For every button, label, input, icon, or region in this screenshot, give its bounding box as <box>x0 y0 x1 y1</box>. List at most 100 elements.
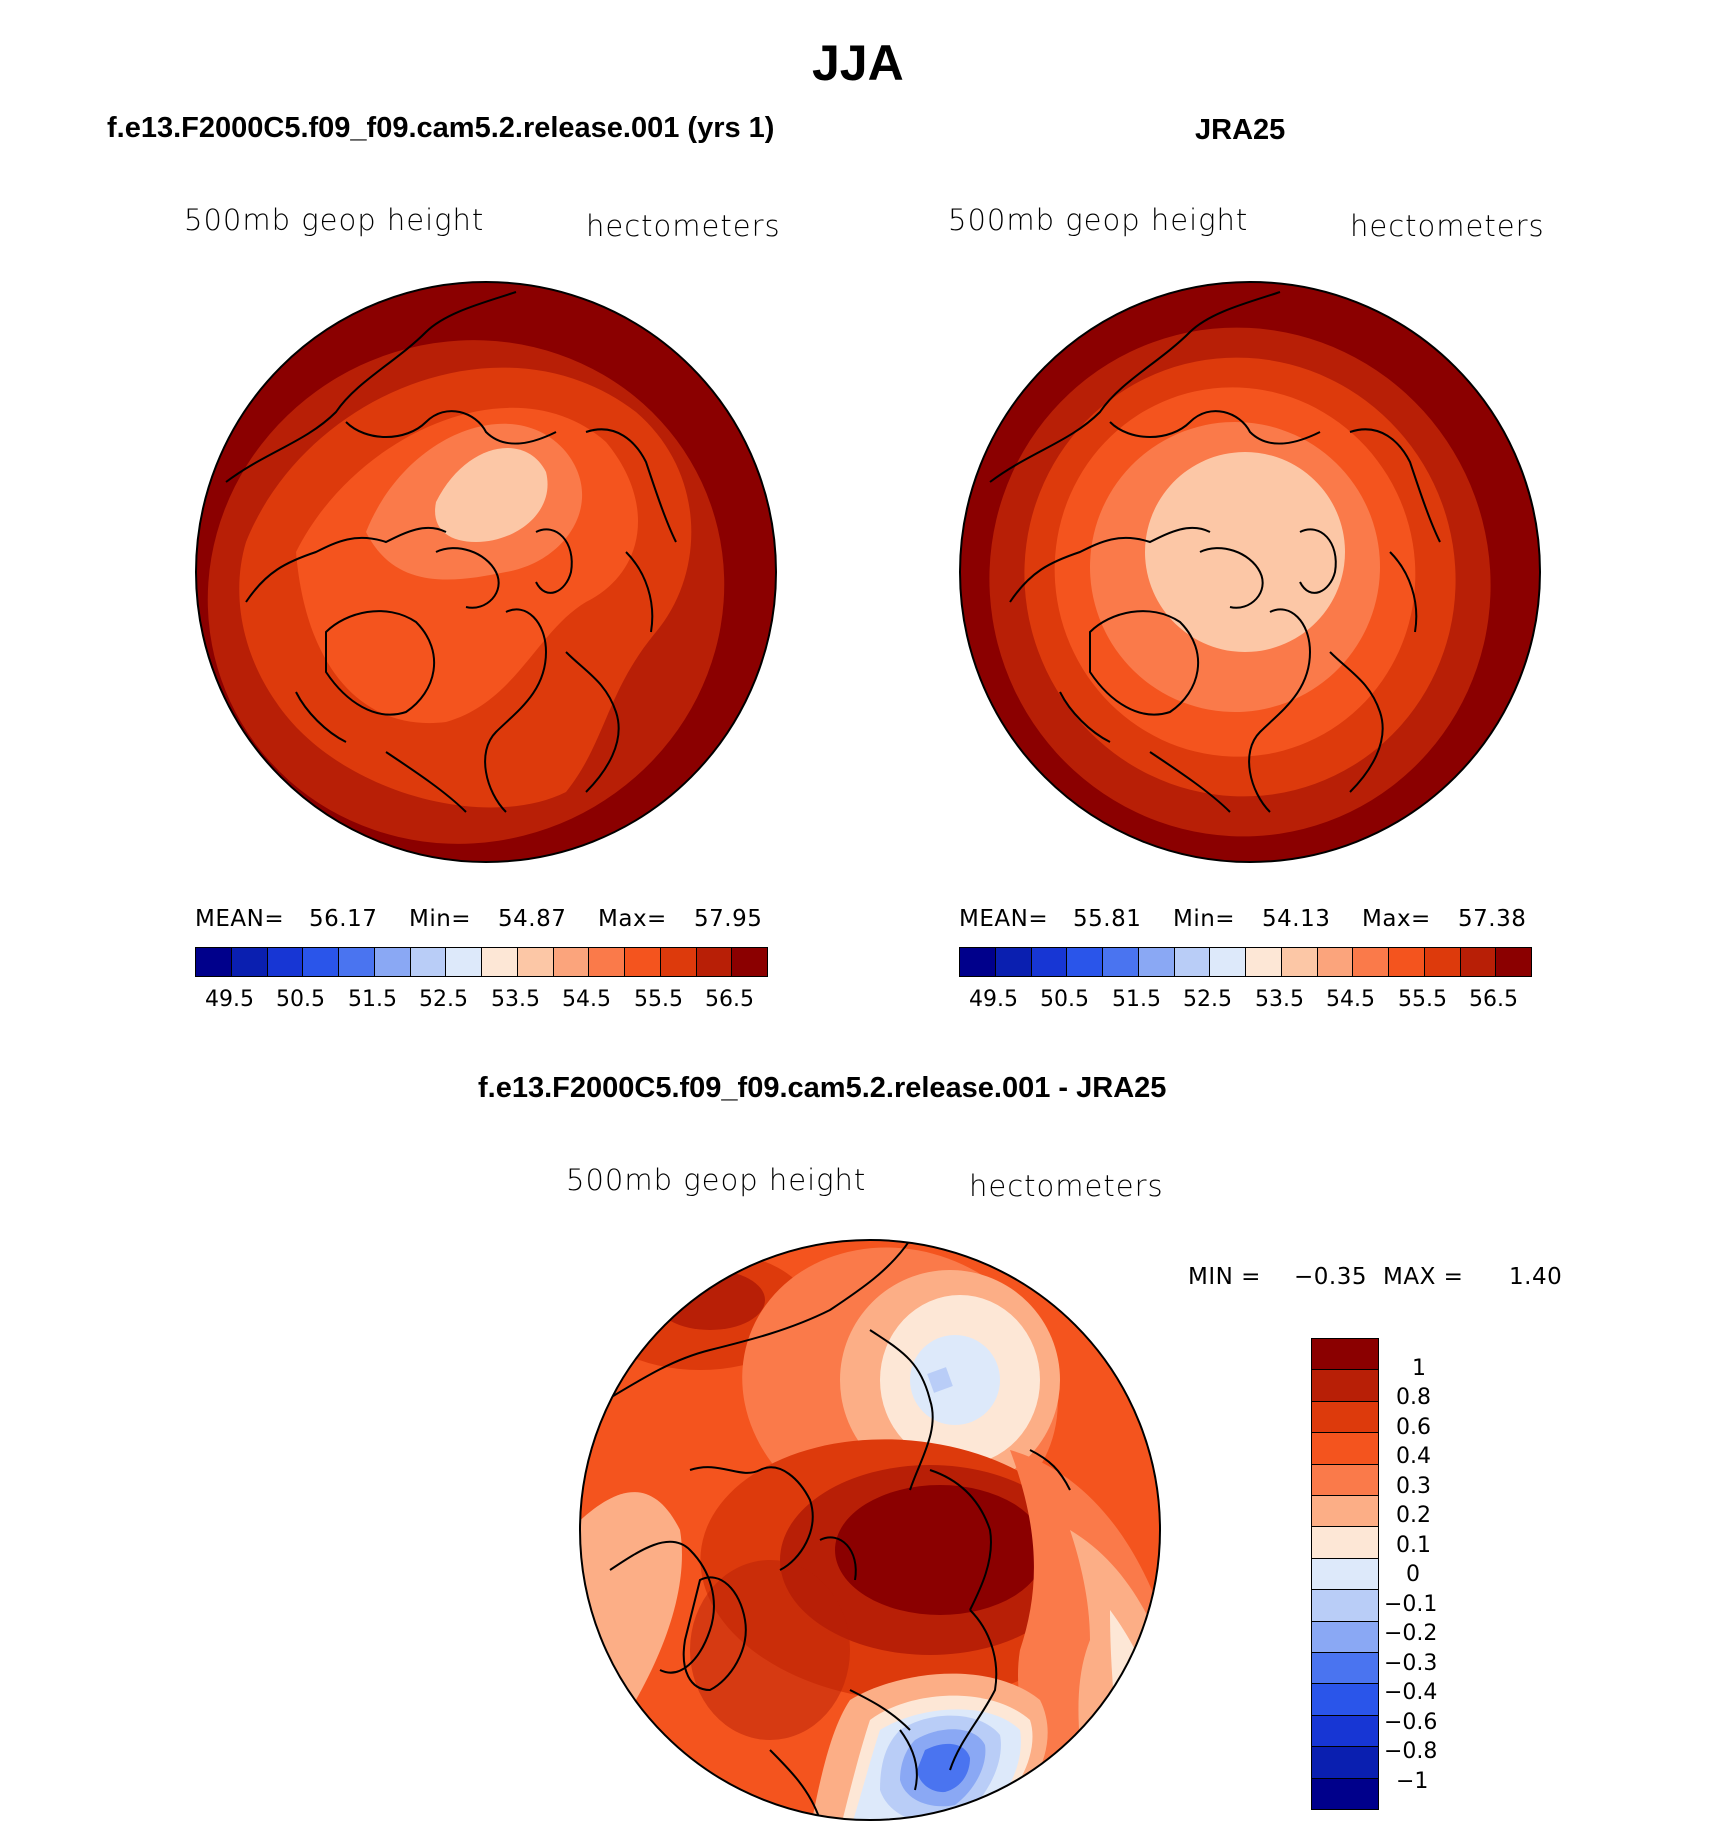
colorbar-segment <box>1312 1401 1378 1434</box>
colorbar-segment <box>1312 1464 1378 1497</box>
panel-2-max-value: 57.38 <box>1458 906 1527 932</box>
colorbar-segment <box>995 948 1032 976</box>
colorbar-tick: 0 <box>1406 1562 1420 1587</box>
panel-2-mean-label: MEAN= <box>959 906 1049 932</box>
colorbar-segment <box>1317 948 1354 976</box>
colorbar-segment <box>1389 948 1425 976</box>
colorbar-tick: 51.5 <box>348 987 397 1012</box>
panel-2-units-label: hectometers <box>1350 209 1545 243</box>
colorbar-segment <box>1031 948 1068 976</box>
colorbar-tick: 49.5 <box>205 987 254 1012</box>
colorbar-tick: 1 <box>1412 1356 1426 1381</box>
colorbar-tick: 54.5 <box>562 987 611 1012</box>
panel-1-colorbar-ticks: 49.5 50.5 51.5 52.5 53.5 54.5 55.5 56.5 <box>195 987 768 1015</box>
panel-3-colorbar-ticks: 1 0.8 0.6 0.4 0.3 0.2 0.1 0 −0.1 −0.2 −0… <box>1384 1338 1510 1810</box>
colorbar-segment <box>1424 948 1461 976</box>
panel-3-min-value: −0.35 <box>1294 1264 1367 1290</box>
colorbar-segment <box>732 948 767 976</box>
colorbar-tick: 0.1 <box>1396 1533 1431 1558</box>
colorbar-tick: −0.2 <box>1384 1621 1438 1646</box>
colorbar-segment <box>517 948 554 976</box>
colorbar-tick: 52.5 <box>419 987 468 1012</box>
colorbar-segment <box>660 948 697 976</box>
colorbar-segment <box>1496 948 1531 976</box>
colorbar-tick: −0.6 <box>1384 1710 1438 1735</box>
panel-2-colorbar-ticks: 49.5 50.5 51.5 52.5 53.5 54.5 55.5 56.5 <box>959 987 1532 1015</box>
colorbar-segment <box>339 948 375 976</box>
colorbar-tick: 0.6 <box>1396 1415 1431 1440</box>
colorbar-tick: 56.5 <box>705 987 754 1012</box>
colorbar-tick: 0.2 <box>1396 1503 1431 1528</box>
colorbar-tick: 50.5 <box>276 987 325 1012</box>
colorbar-segment <box>1312 1778 1378 1810</box>
panel-3-colorbar <box>1311 1338 1379 1810</box>
colorbar-segment <box>410 948 447 976</box>
colorbar-tick: −0.3 <box>1384 1651 1438 1676</box>
panel-1-polar-map <box>195 281 777 863</box>
panel-1-variable-label: 500mb geop height <box>184 203 485 237</box>
panel-2-min-label: Min= <box>1173 906 1236 932</box>
colorbar-segment <box>1210 948 1246 976</box>
colorbar-tick: 54.5 <box>1326 987 1375 1012</box>
colorbar-tick: −0.8 <box>1384 1739 1438 1764</box>
colorbar-tick: 55.5 <box>1398 987 1447 1012</box>
colorbar-tick: −0.4 <box>1384 1680 1438 1705</box>
panel-3-variable-label: 500mb geop height <box>566 1163 867 1197</box>
colorbar-segment <box>231 948 268 976</box>
colorbar-segment <box>1103 948 1139 976</box>
colorbar-tick: 56.5 <box>1469 987 1518 1012</box>
panel-1-title: f.e13.F2000C5.f09_f09.cam5.2.release.001… <box>107 112 775 144</box>
colorbar-segment <box>1312 1496 1378 1528</box>
panel-1-mean-label: MEAN= <box>195 906 285 932</box>
colorbar-tick: 0.4 <box>1396 1444 1431 1469</box>
colorbar-segment <box>446 948 482 976</box>
panel-1-mean-value: 56.17 <box>309 906 378 932</box>
panel-3-min-label: MIN = <box>1188 1264 1261 1290</box>
colorbar-segment <box>553 948 590 976</box>
colorbar-segment <box>1312 1653 1378 1685</box>
colorbar-segment <box>374 948 411 976</box>
colorbar-segment <box>960 948 996 976</box>
panel-1-colorbar <box>195 947 768 977</box>
panel-3-max-value: 1.40 <box>1509 1264 1563 1290</box>
colorbar-segment <box>1460 948 1497 976</box>
colorbar-tick: 51.5 <box>1112 987 1161 1012</box>
panel-1-max-value: 57.95 <box>694 906 763 932</box>
panel-3-title: f.e13.F2000C5.f09_f09.cam5.2.release.001… <box>478 1072 1167 1104</box>
colorbar-segment <box>1312 1433 1378 1465</box>
panel-1-min-value: 54.87 <box>498 906 567 932</box>
figure-title: JJA <box>812 35 904 91</box>
colorbar-segment <box>1353 948 1389 976</box>
colorbar-tick: 55.5 <box>634 987 683 1012</box>
colorbar-tick: 0.3 <box>1396 1474 1431 1499</box>
colorbar-segment <box>482 948 518 976</box>
colorbar-segment <box>625 948 661 976</box>
colorbar-segment <box>1312 1747 1378 1779</box>
panel-2-mean-value: 55.81 <box>1073 906 1142 932</box>
colorbar-segment <box>589 948 625 976</box>
colorbar-segment <box>196 948 232 976</box>
panel-2-min-value: 54.13 <box>1262 906 1331 932</box>
colorbar-segment <box>1312 1558 1378 1591</box>
colorbar-segment <box>1312 1527 1378 1559</box>
panel-1-max-label: Max= <box>598 906 667 932</box>
colorbar-segment <box>1246 948 1282 976</box>
colorbar-segment <box>303 948 339 976</box>
colorbar-segment <box>1281 948 1318 976</box>
colorbar-tick: 0.8 <box>1396 1385 1431 1410</box>
colorbar-segment <box>1174 948 1211 976</box>
colorbar-tick: 50.5 <box>1040 987 1089 1012</box>
colorbar-segment <box>1067 948 1103 976</box>
colorbar-segment <box>1312 1370 1378 1402</box>
colorbar-tick: 53.5 <box>1255 987 1304 1012</box>
panel-2-title: JRA25 <box>1195 114 1286 146</box>
panel-2-polar-map <box>959 281 1541 863</box>
colorbar-segment <box>1312 1339 1378 1371</box>
panel-3-max-label: MAX = <box>1383 1264 1464 1290</box>
colorbar-tick: 49.5 <box>969 987 1018 1012</box>
colorbar-tick: −0.1 <box>1384 1592 1438 1617</box>
colorbar-segment <box>267 948 304 976</box>
colorbar-segment <box>1312 1590 1378 1622</box>
colorbar-segment <box>1138 948 1175 976</box>
colorbar-tick: 53.5 <box>491 987 540 1012</box>
